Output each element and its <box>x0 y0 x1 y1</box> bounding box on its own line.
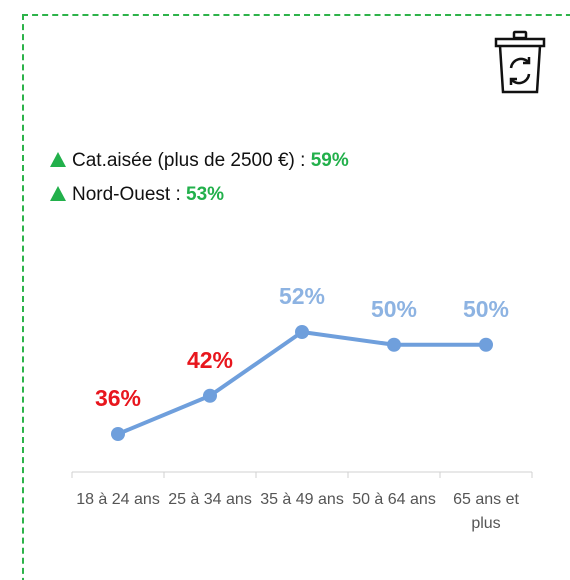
x-tick-label: 65 ans et plus <box>453 491 519 532</box>
highlight: Nord-Ouest : 53% <box>50 184 224 206</box>
recycle-bin-icon[interactable] <box>494 30 546 96</box>
dashed-frame <box>22 14 570 580</box>
highlight-label: Cat.aisée (plus de 2500 €) : <box>72 150 306 171</box>
up-triangle <box>50 152 66 167</box>
data-label: 50% <box>463 296 509 322</box>
highlight-label: Nord-Ouest : <box>72 184 181 205</box>
data-label: 50% <box>371 296 417 322</box>
x-tick-label: 35 à 49 ans <box>260 491 344 508</box>
point <box>203 388 217 403</box>
data-label: 42% <box>187 347 233 373</box>
highlight-value: 53% <box>186 184 225 205</box>
data-label: 36% <box>95 385 141 411</box>
line <box>117 330 486 436</box>
highlight: Cat.aisée (plus de 2500 €) : 59% <box>50 150 349 172</box>
point <box>479 337 493 352</box>
x-tick-label: 25 à 34 ans <box>168 491 252 508</box>
point <box>111 427 125 441</box>
highlight-value: 59% <box>310 150 349 171</box>
point <box>295 325 309 339</box>
up-triangle <box>50 186 66 201</box>
x-tick-label: 18 à 24 ans <box>76 491 160 508</box>
x-tick-label: 50 à 64 ans <box>352 491 436 508</box>
point <box>387 337 401 352</box>
data-label: 52% <box>279 283 325 309</box>
